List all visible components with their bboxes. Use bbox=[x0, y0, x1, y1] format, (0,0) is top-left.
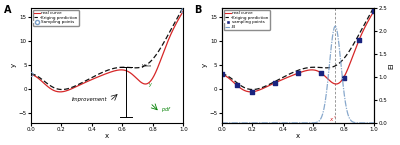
Point bbox=[234, 84, 240, 86]
Text: $x^*$: $x^*$ bbox=[329, 115, 337, 124]
Point bbox=[318, 71, 324, 74]
X-axis label: x: x bbox=[296, 133, 300, 139]
Point bbox=[249, 91, 255, 93]
Point bbox=[218, 73, 225, 76]
Text: $pdf$: $pdf$ bbox=[161, 105, 171, 114]
Point bbox=[28, 73, 34, 76]
Text: A: A bbox=[4, 6, 11, 16]
Point bbox=[272, 82, 278, 84]
Point bbox=[180, 10, 187, 12]
Point bbox=[356, 39, 362, 41]
Legend: real curve, Kriging prediction, sampling points, EI: real curve, Kriging prediction, sampling… bbox=[224, 10, 270, 30]
Y-axis label: y: y bbox=[11, 63, 17, 67]
Y-axis label: EI: EI bbox=[388, 62, 394, 69]
Legend: real curve, Kriging prediction, Sampling points: real curve, Kriging prediction, Sampling… bbox=[33, 10, 79, 26]
Text: $y_{min}$: $y_{min}$ bbox=[141, 62, 152, 70]
Text: B: B bbox=[194, 6, 202, 16]
Point bbox=[371, 10, 377, 12]
Text: $y$: $y$ bbox=[148, 81, 153, 89]
Y-axis label: y: y bbox=[202, 63, 208, 67]
X-axis label: x: x bbox=[105, 133, 109, 139]
Point bbox=[340, 76, 347, 79]
Point bbox=[295, 72, 301, 74]
Text: Improvement: Improvement bbox=[72, 97, 108, 102]
